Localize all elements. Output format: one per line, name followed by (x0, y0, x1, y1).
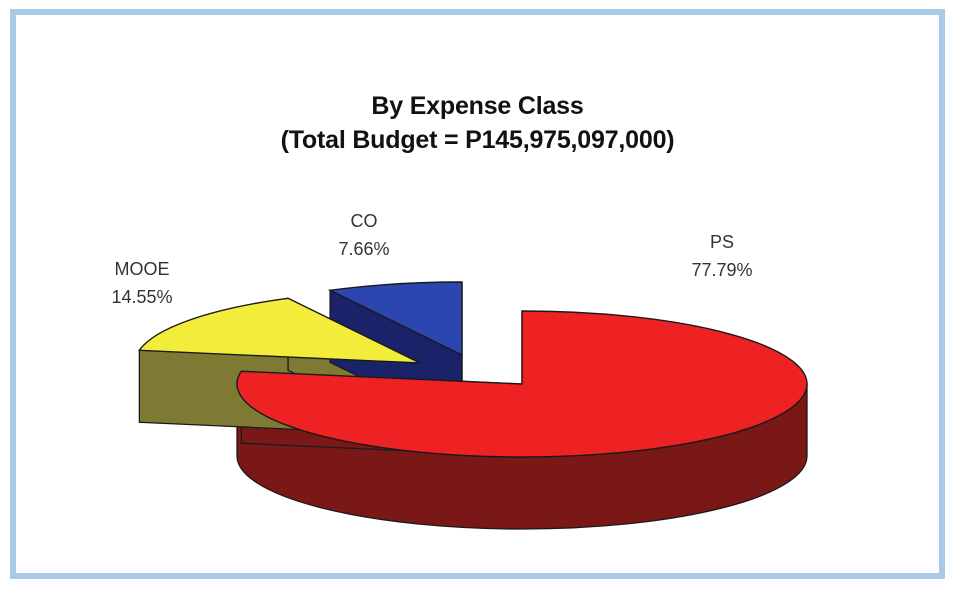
slice-ps-percent: 77.79% (691, 260, 752, 280)
slice-co-label: CO (351, 211, 378, 231)
slice-co-percent: 7.66% (338, 239, 389, 259)
slice-ps-label: PS (710, 232, 734, 252)
pie-slice-ps (236, 310, 808, 458)
slice-mooe-percent: 14.55% (111, 287, 172, 307)
slice-mooe-label: MOOE (114, 259, 169, 279)
pie-slice-co (327, 281, 463, 357)
chart-title: By Expense Class (371, 92, 584, 120)
pie-slice-mooe (138, 297, 421, 364)
chart-title-block: By Expense Class (Total Budget = P145,97… (16, 89, 939, 157)
pie-tops-layer (138, 281, 808, 458)
pie-labels-layer: PS 77.79% MOOE 14.55% CO 7.66% (111, 211, 752, 307)
chart-subtitle: (Total Budget = P145,975,097,000) (280, 126, 675, 154)
